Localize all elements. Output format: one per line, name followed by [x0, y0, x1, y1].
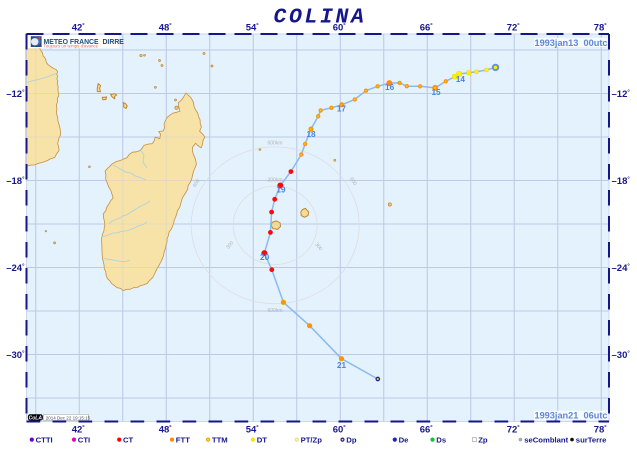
svg-text:600: 600 — [348, 176, 358, 186]
svg-text:300: 300 — [313, 242, 323, 252]
svg-text:De: De — [399, 436, 410, 445]
svg-text:CοLA: CοLA — [29, 415, 43, 421]
svg-text:DT: DT — [257, 436, 268, 445]
svg-text:18: 18 — [306, 130, 316, 139]
svg-text:Zp: Zp — [478, 436, 488, 445]
svg-text:TTM: TTM — [212, 436, 228, 445]
svg-text:66°: 66° — [420, 425, 434, 436]
svg-text:54°: 54° — [246, 425, 260, 436]
svg-text:CT: CT — [123, 436, 134, 445]
svg-text:–24°: –24° — [6, 263, 25, 274]
svg-text:CTI: CTI — [78, 436, 90, 445]
svg-text:Dp: Dp — [346, 436, 357, 445]
svg-text:PT/Zp: PT/Zp — [301, 436, 323, 445]
svg-text:Toujours un temps d'avance: Toujours un temps d'avance — [44, 44, 99, 49]
svg-text:14: 14 — [456, 75, 466, 84]
svg-text:20: 20 — [260, 253, 270, 262]
svg-text:COLINA: COLINA — [273, 6, 366, 30]
svg-text:72°: 72° — [507, 425, 521, 436]
svg-text:FTT: FTT — [176, 436, 190, 445]
svg-text:–30°: –30° — [6, 350, 25, 361]
svg-text:1993jan21 06utc: 1993jan21 06utc — [534, 411, 607, 421]
svg-text:42°: 42° — [72, 425, 86, 436]
svg-text:78°: 78° — [594, 425, 608, 436]
svg-text:78°: 78° — [594, 23, 608, 34]
svg-text:–12°: –12° — [6, 89, 25, 100]
svg-text:16: 16 — [385, 83, 395, 92]
svg-text:600: 600 — [192, 178, 202, 188]
svg-text:Ds: Ds — [436, 436, 446, 445]
svg-text:–24°: –24° — [612, 263, 631, 274]
svg-text:CTTI: CTTI — [36, 436, 53, 445]
svg-text:19: 19 — [276, 186, 286, 195]
svg-text:66°: 66° — [420, 23, 434, 34]
svg-text:seComblant: seComblant — [524, 436, 568, 445]
svg-text:42°: 42° — [72, 23, 86, 34]
svg-text:300: 300 — [225, 240, 235, 250]
svg-text:600km: 600km — [267, 308, 282, 314]
svg-text:–30°: –30° — [612, 350, 631, 361]
svg-text:48°: 48° — [159, 23, 173, 34]
svg-text:60°: 60° — [333, 425, 347, 436]
svg-text:21: 21 — [337, 361, 347, 370]
svg-text:600km: 600km — [267, 141, 282, 147]
svg-text:surTerre: surTerre — [576, 436, 607, 445]
svg-text:17: 17 — [337, 104, 347, 113]
svg-text:1993jan13 00utc: 1993jan13 00utc — [534, 38, 607, 48]
svg-text:–18°: –18° — [6, 176, 25, 187]
svg-text:2014 Dec 22 19:15:15: 2014 Dec 22 19:15:15 — [46, 415, 91, 420]
svg-text:54°: 54° — [246, 23, 260, 34]
svg-text:48°: 48° — [159, 425, 173, 436]
svg-text:–12°: –12° — [612, 89, 631, 100]
svg-text:60°: 60° — [333, 23, 347, 34]
svg-text:–18°: –18° — [612, 176, 631, 187]
svg-text:METEO FRANCE DIRRE: METEO FRANCE DIRRE — [44, 39, 125, 46]
svg-text:72°: 72° — [507, 23, 521, 34]
svg-text:15: 15 — [431, 88, 441, 97]
svg-text:300km: 300km — [267, 178, 282, 184]
